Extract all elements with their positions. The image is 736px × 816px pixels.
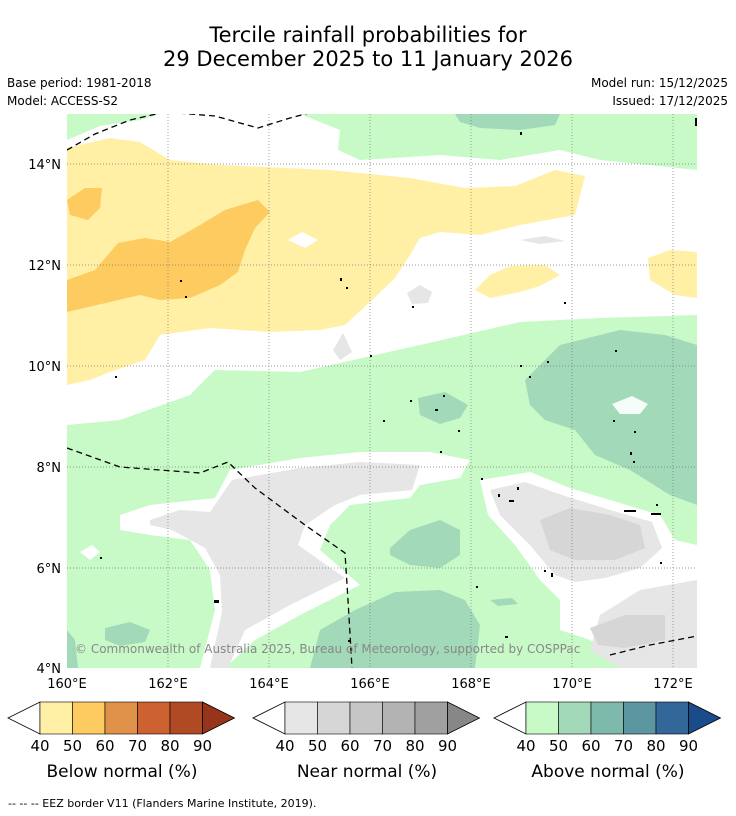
colorbar-tick-label: 50 — [308, 737, 327, 755]
above-normal-region — [418, 392, 468, 424]
lon-label: 166°E — [350, 677, 390, 692]
colorbar-tick-label: 60 — [581, 737, 600, 755]
colorbar-swatch — [558, 701, 592, 735]
lat-label: 12°N — [28, 259, 61, 274]
below-normal-region — [67, 138, 585, 385]
colorbar-tick-label: 80 — [646, 737, 665, 755]
lon-label: 164°E — [249, 677, 289, 692]
colorbar-tick-label: 70 — [614, 737, 633, 755]
copyright-notice: © Commonwealth of Australia 2025, Bureau… — [75, 642, 580, 656]
above-normal-region — [390, 520, 460, 568]
above-normal-region — [455, 114, 560, 130]
colorbar-swatch — [414, 701, 448, 735]
colorbar-tick-label: 60 — [95, 737, 114, 755]
colorbar-tick-label: 90 — [438, 737, 457, 755]
model-name: Model: ACCESS-S2 — [7, 94, 119, 108]
near-normal-region — [80, 545, 100, 560]
below-normal-label: Below normal (%) — [46, 762, 198, 782]
island-markers — [100, 118, 697, 642]
colorbar-swatch — [39, 701, 73, 735]
issued-date: Issued: 17/12/2025 — [612, 94, 728, 108]
colorbar-legends: 40 50 60 70 80 90 40 50 60 70 80 90 40 50 60 70 80 90 — [7, 701, 722, 755]
base-period: Base period: 1981-2018 — [7, 76, 152, 90]
colorbar-swatch — [349, 701, 383, 735]
above-normal-region — [67, 114, 160, 140]
colorbar-swatch — [590, 701, 624, 735]
above-normal-region — [105, 622, 150, 646]
colorbar-swatch — [623, 701, 657, 735]
title-line-1: Tercile rainfall probabilities for — [209, 23, 527, 47]
colorbar-tick-label: 60 — [340, 737, 359, 755]
colorbar-lower-extension — [493, 701, 527, 735]
lon-label: 170°E — [552, 677, 592, 692]
lon-label: 162°E — [148, 677, 188, 692]
lon-label: 160°E — [47, 677, 87, 692]
colorbar-tick-label: 70 — [128, 737, 147, 755]
lat-label: 6°N — [37, 562, 62, 577]
colorbar-tick-label: 80 — [405, 737, 424, 755]
above-normal-region — [67, 630, 78, 668]
colorbar-tick-label: 80 — [160, 737, 179, 755]
colorbar-swatch — [104, 701, 138, 735]
near-normal-region — [590, 615, 665, 648]
eez-footnote: -- -- -- EEZ border V11 (Flanders Marine… — [8, 797, 317, 810]
colorbar-swatch — [382, 701, 416, 735]
below-normal-region — [475, 265, 560, 298]
colorbar-tick-label: 40 — [516, 737, 535, 755]
colorbar-tick-label: 50 — [549, 737, 568, 755]
map-gridlines — [67, 114, 697, 668]
model-run: Model run: 15/12/2025 — [590, 76, 728, 90]
colorbar-swatch — [72, 701, 106, 735]
above-normal-region — [300, 114, 697, 170]
colorbar-tick-label: 90 — [193, 737, 212, 755]
map-white-patch — [288, 232, 318, 248]
colorbar-lower-extension — [7, 701, 41, 735]
longitude-labels: 160°E 162°E 164°E 166°E 168°E 170°E 172°… — [47, 677, 693, 692]
above-normal-label: Above normal (%) — [531, 762, 685, 782]
map-plot-area: © Commonwealth of Australia 2025, Bureau… — [67, 114, 697, 668]
near-normal-label: Near normal (%) — [296, 762, 438, 782]
below-normal-region — [67, 188, 102, 220]
colorbar-tick-label: 70 — [373, 737, 392, 755]
above-normal-region — [525, 330, 697, 505]
near-normal-region — [540, 508, 645, 560]
latitude-labels: 14°N 12°N 10°N 8°N 6°N 4°N — [28, 158, 61, 677]
colorbar-swatch — [655, 701, 689, 735]
near-normal-region — [150, 462, 420, 668]
colorbar-upper-extension — [688, 701, 722, 735]
below-normal-region — [67, 200, 270, 312]
lat-label: 4°N — [37, 662, 62, 677]
eez-borders — [67, 114, 697, 668]
above-normal-region — [612, 396, 648, 414]
above-normal-region — [490, 598, 518, 606]
colorbar-tick-label: 40 — [275, 737, 294, 755]
below-normal-region — [648, 250, 697, 298]
title-line-2: 29 December 2025 to 11 January 2026 — [163, 47, 573, 71]
colorbar-upper-extension — [447, 701, 481, 735]
colorbar-tick-label: 50 — [63, 737, 82, 755]
lat-label: 10°N — [28, 360, 61, 375]
colorbar-swatch — [284, 701, 318, 735]
near-normal-region — [520, 236, 565, 244]
colorbar-tick-label: 90 — [679, 737, 698, 755]
lat-label: 14°N — [28, 158, 61, 173]
colorbar-swatch — [169, 701, 203, 735]
colorbar-swatch — [137, 701, 171, 735]
colorbar-tick-label: 40 — [30, 737, 49, 755]
near-normal-region — [407, 285, 432, 304]
above-normal-region — [310, 590, 480, 668]
lon-label: 172°E — [653, 677, 693, 692]
colorbar-swatch — [525, 701, 559, 735]
lon-label: 168°E — [451, 677, 491, 692]
lat-label: 8°N — [37, 461, 62, 476]
colorbar-swatch — [317, 701, 351, 735]
near-normal-region — [333, 333, 352, 360]
colorbar-upper-extension — [202, 701, 236, 735]
colorbar-lower-extension — [252, 701, 286, 735]
